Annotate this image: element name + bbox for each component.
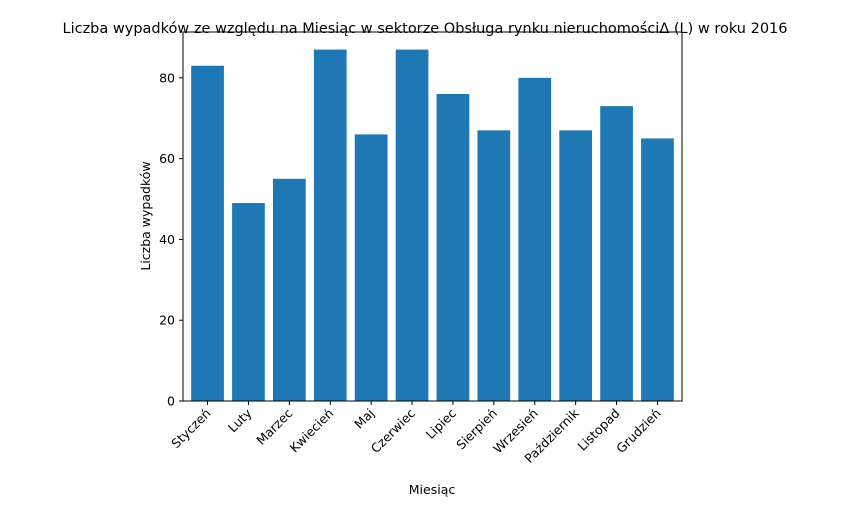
bar-lipiec [436,94,470,401]
y-tick-label: 60 [159,151,175,166]
plot-frame [182,31,683,402]
y-axis: 0 20 40 60 80 [159,70,183,409]
bar-maj [354,134,388,401]
x-tick-label: Lipiec [423,405,459,441]
bar-kwiecień [313,49,347,401]
bars-group [191,49,674,402]
x-tick-label: Kwiecień [286,406,336,456]
y-tick-label: 20 [159,313,175,328]
bar-grudzień [641,138,674,401]
x-tick-label: Grudzień [613,406,663,456]
bar-październik [559,130,593,402]
bar-listopad [600,106,633,402]
x-tick-label: Luty [225,405,255,435]
bar-wrzesień [518,77,552,401]
chart-title: Liczba wypadków ze względu na Miesiąc w … [62,21,787,37]
x-axis-label: Miesiąc [409,482,456,497]
x-tick-label: Czerwiec [368,405,419,456]
y-tick-label: 80 [159,70,175,85]
x-tick-label: Maj [351,406,377,432]
y-tick-label: 0 [167,394,175,409]
y-tick-label: 40 [159,232,175,247]
y-axis-label: Liczba wypadków [138,161,153,270]
bar-czerwiec [395,49,429,401]
bar-luty [232,203,265,401]
bar-marzec [272,178,306,401]
bar-styczeń [191,65,224,401]
x-tick-label: Styczeń [168,406,213,451]
bar-sierpień [477,130,511,402]
